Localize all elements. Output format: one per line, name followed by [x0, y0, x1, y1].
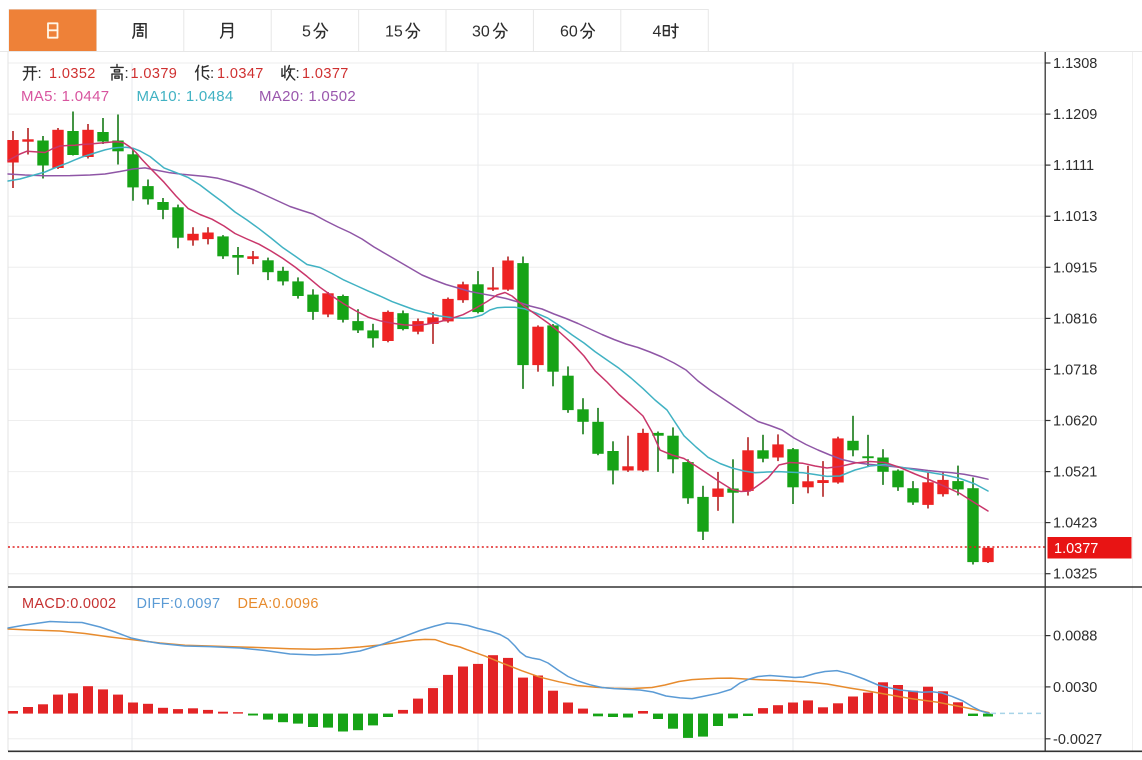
svg-text:15: 15 — [385, 24, 403, 41]
svg-text:1.1308: 1.1308 — [1053, 56, 1097, 72]
svg-text:1.0377: 1.0377 — [1054, 541, 1098, 557]
svg-text:0.0088: 0.0088 — [1053, 629, 1097, 645]
svg-text:5: 5 — [302, 24, 311, 41]
svg-text:1.0347: 1.0347 — [217, 66, 264, 82]
svg-text:1.0352: 1.0352 — [49, 66, 96, 82]
svg-text:60: 60 — [560, 24, 578, 41]
svg-text:MA20: 1.0502: MA20: 1.0502 — [259, 88, 356, 105]
svg-text:1.0620: 1.0620 — [1053, 414, 1097, 430]
svg-text:DIFF:0.0097: DIFF:0.0097 — [137, 596, 221, 612]
svg-text:4: 4 — [653, 24, 662, 41]
svg-text:MA10: 1.0484: MA10: 1.0484 — [137, 88, 234, 105]
svg-text:1.0423: 1.0423 — [1053, 516, 1097, 532]
svg-text::: : — [38, 65, 42, 82]
svg-text::: : — [210, 65, 214, 82]
svg-text::: : — [125, 65, 129, 82]
svg-text:-0.0027: -0.0027 — [1053, 732, 1102, 748]
svg-text:1.0816: 1.0816 — [1053, 311, 1097, 327]
svg-text:1.1209: 1.1209 — [1053, 107, 1097, 123]
svg-text::: : — [296, 65, 300, 82]
svg-text:1.0377: 1.0377 — [302, 66, 349, 82]
svg-text:1.0379: 1.0379 — [131, 66, 178, 82]
svg-text:MACD:0.0002: MACD:0.0002 — [22, 596, 116, 612]
svg-text:1.1013: 1.1013 — [1053, 209, 1097, 225]
svg-text:1.0521: 1.0521 — [1053, 465, 1097, 481]
svg-text:1.0915: 1.0915 — [1053, 260, 1097, 276]
svg-text:1.0718: 1.0718 — [1053, 362, 1097, 378]
svg-text:1.1111: 1.1111 — [1053, 158, 1094, 174]
svg-text:DEA:0.0096: DEA:0.0096 — [238, 596, 319, 612]
svg-text:MA5: 1.0447: MA5: 1.0447 — [21, 88, 109, 105]
svg-text:0.0030: 0.0030 — [1053, 680, 1097, 696]
svg-text:1.0325: 1.0325 — [1053, 567, 1097, 583]
svg-text:30: 30 — [472, 24, 490, 41]
